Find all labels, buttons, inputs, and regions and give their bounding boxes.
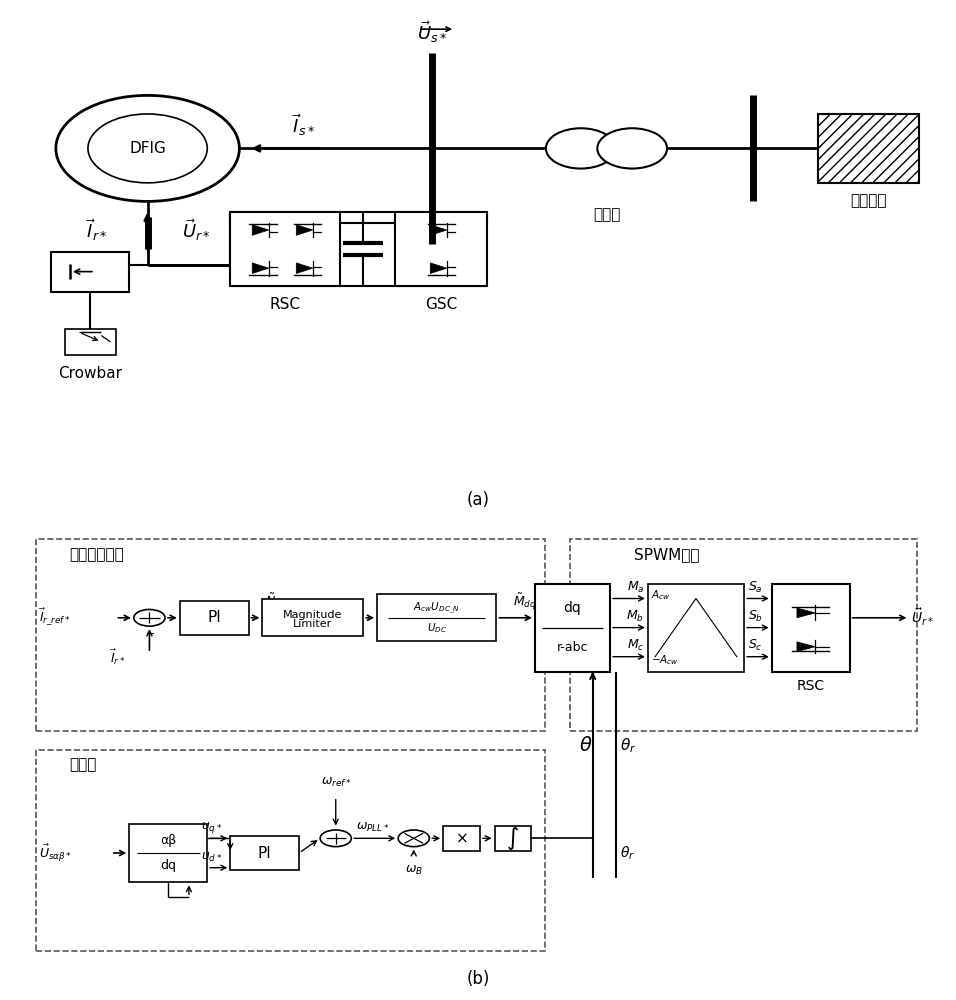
Bar — [377, 594, 496, 641]
Text: $U_{DC}$: $U_{DC}$ — [426, 621, 446, 635]
Text: DFIG: DFIG — [129, 141, 166, 156]
Text: $\omega_{PLL*}$: $\omega_{PLL*}$ — [356, 821, 389, 834]
Polygon shape — [797, 642, 815, 652]
Polygon shape — [430, 263, 446, 273]
Polygon shape — [252, 263, 269, 273]
Text: SPWM调制: SPWM调制 — [634, 547, 700, 562]
Circle shape — [55, 95, 239, 201]
Circle shape — [134, 609, 165, 626]
Polygon shape — [296, 225, 313, 235]
Bar — [35, 539, 545, 730]
Text: (a): (a) — [467, 491, 489, 509]
Text: PI: PI — [207, 610, 221, 625]
Text: $\vec{I}_{r*}$: $\vec{I}_{r*}$ — [86, 218, 108, 243]
Bar — [648, 584, 744, 672]
Text: $\vec{U}_{s\alpha\beta*}$: $\vec{U}_{s\alpha\beta*}$ — [39, 842, 73, 864]
Text: 锁相环: 锁相环 — [70, 757, 97, 772]
Text: $\vec{I}_{r*}$: $\vec{I}_{r*}$ — [110, 647, 125, 667]
Text: Crowbar: Crowbar — [58, 366, 122, 381]
Text: $\theta$: $\theta$ — [578, 736, 592, 755]
Bar — [262, 599, 363, 636]
Text: Limiter: Limiter — [293, 619, 333, 629]
Bar — [535, 584, 610, 672]
Circle shape — [546, 128, 616, 169]
Text: (b): (b) — [467, 970, 489, 988]
Bar — [180, 601, 249, 635]
Text: $\omega_B$: $\omega_B$ — [404, 864, 423, 877]
Text: 变压器: 变压器 — [593, 207, 620, 222]
Text: $u_{q*}$: $u_{q*}$ — [202, 820, 223, 835]
Bar — [494, 826, 532, 851]
Text: $M_c$: $M_c$ — [626, 638, 644, 653]
Text: $\tilde{M}_{dq}$: $\tilde{M}_{dq}$ — [512, 591, 536, 612]
Bar — [396, 212, 488, 286]
Circle shape — [598, 128, 667, 169]
Text: $\vec{U}_{r*}$: $\vec{U}_{r*}$ — [911, 607, 934, 628]
Text: $\omega_{ref*}$: $\omega_{ref*}$ — [320, 776, 351, 789]
Bar — [444, 826, 480, 851]
Polygon shape — [252, 225, 269, 235]
Bar — [65, 329, 116, 355]
Text: $\vec{I}_{s*}$: $\vec{I}_{s*}$ — [293, 112, 315, 138]
Text: $\theta_r$: $\theta_r$ — [620, 844, 635, 862]
Text: dq: dq — [161, 859, 176, 872]
Circle shape — [398, 830, 429, 847]
Bar — [230, 836, 299, 870]
Text: $M_b$: $M_b$ — [626, 609, 644, 624]
Text: $u_{d*}$: $u_{d*}$ — [202, 851, 223, 864]
Bar — [817, 114, 919, 183]
Text: $\vec{I}_{r\_ref*}$: $\vec{I}_{r\_ref*}$ — [39, 607, 71, 628]
Text: $\theta_r$: $\theta_r$ — [620, 736, 637, 755]
Text: $S_c$: $S_c$ — [748, 638, 763, 653]
Text: $\vec{U}_{r*}$: $\vec{U}_{r*}$ — [183, 218, 211, 243]
Bar — [817, 114, 919, 183]
Bar — [771, 584, 850, 672]
Text: -: - — [149, 627, 154, 640]
Text: GSC: GSC — [425, 297, 457, 312]
Bar — [52, 252, 129, 292]
Text: $\times$: $\times$ — [455, 831, 467, 846]
Text: $\vec{U}_{s*}$: $\vec{U}_{s*}$ — [417, 19, 447, 45]
Text: $A_{cw}U_{DC\_N}$: $A_{cw}U_{DC\_N}$ — [413, 600, 460, 616]
Text: $\int$: $\int$ — [507, 825, 519, 852]
Text: r-abc: r-abc — [556, 641, 588, 654]
Text: $M_a$: $M_a$ — [626, 579, 644, 595]
Text: 转子电流控制: 转子电流控制 — [70, 547, 124, 562]
Text: RSC: RSC — [796, 679, 825, 693]
Text: $-A_{cw}$: $-A_{cw}$ — [651, 653, 679, 667]
Text: Magnitude: Magnitude — [283, 610, 342, 620]
Text: 外部电网: 外部电网 — [850, 193, 886, 208]
Text: $\tilde{N}_{dq}$: $\tilde{N}_{dq}$ — [265, 591, 288, 612]
Bar — [230, 212, 340, 286]
Text: dq: dq — [564, 601, 581, 615]
Bar — [570, 539, 917, 730]
Circle shape — [320, 830, 352, 847]
Polygon shape — [296, 263, 313, 273]
Circle shape — [88, 114, 207, 183]
Bar — [129, 824, 207, 882]
Text: αβ: αβ — [161, 834, 176, 847]
Text: $S_b$: $S_b$ — [748, 609, 763, 624]
Text: PI: PI — [258, 846, 272, 860]
Text: $A_{cw}$: $A_{cw}$ — [651, 588, 671, 602]
Bar — [35, 750, 545, 951]
Text: $S_a$: $S_a$ — [748, 579, 763, 595]
Polygon shape — [797, 608, 815, 618]
Polygon shape — [430, 225, 446, 235]
Text: RSC: RSC — [270, 297, 301, 312]
